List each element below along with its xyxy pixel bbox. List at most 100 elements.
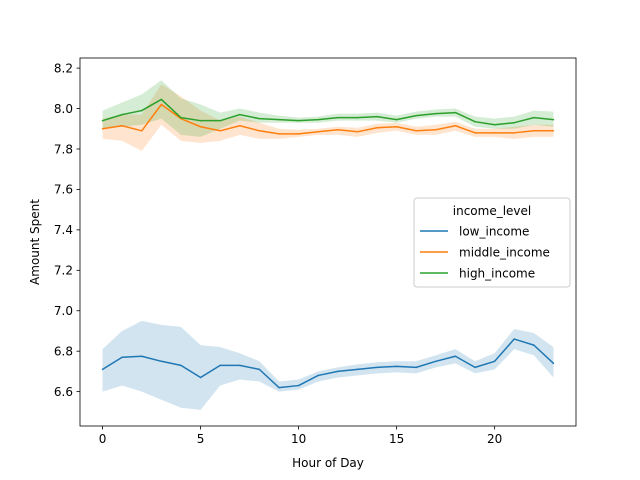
- y-tick-label: 7.0: [54, 304, 73, 318]
- data-point-middle-income: [415, 130, 417, 132]
- data-point-high-income: [141, 109, 143, 112]
- x-tick-label: 20: [487, 432, 502, 446]
- data-point-low-income: [141, 355, 143, 357]
- data-point-middle-income: [435, 129, 437, 131]
- data-point-high-income: [317, 118, 319, 121]
- data-point-high-income: [160, 98, 163, 101]
- y-tick-label: 8.2: [54, 61, 73, 75]
- y-tick-label: 7.4: [54, 223, 73, 237]
- data-point-low-income: [474, 366, 476, 369]
- data-point-low-income: [199, 376, 202, 379]
- data-point-high-income: [121, 113, 123, 116]
- data-point-low-income: [239, 364, 241, 367]
- data-point-low-income: [435, 360, 437, 363]
- legend: income_level low_income middle_incomehigh…: [413, 197, 571, 288]
- data-point-low-income: [513, 338, 515, 340]
- data-point-middle-income: [552, 130, 555, 132]
- series-line-low-income: [102, 338, 554, 389]
- data-point-middle-income: [454, 124, 457, 127]
- data-point-middle-income: [121, 124, 123, 127]
- x-axis-ticks: 0 5 10 15 20: [99, 426, 502, 446]
- data-point-middle-income: [199, 125, 202, 128]
- data-point-high-income: [474, 120, 476, 123]
- data-point-high-income: [199, 119, 202, 122]
- ci-band-high-income: [102, 80, 554, 137]
- x-tick-label: 0: [99, 432, 107, 446]
- series-line-middle-income: [102, 103, 554, 135]
- data-point-high-income: [337, 116, 339, 119]
- data-point-low-income: [376, 366, 378, 369]
- data-point-high-income: [435, 112, 437, 115]
- data-point-high-income: [239, 113, 241, 116]
- plot-area-frame: [79, 57, 577, 427]
- ci-band-middle-income: [102, 84, 554, 152]
- data-point-middle-income: [493, 132, 496, 134]
- data-point-low-income: [415, 366, 417, 369]
- data-point-high-income: [454, 111, 457, 114]
- data-point-low-income: [101, 368, 104, 371]
- data-point-middle-income: [101, 128, 104, 130]
- data-point-high-income: [533, 116, 535, 119]
- data-point-middle-income: [141, 130, 143, 132]
- data-point-middle-income: [376, 127, 378, 129]
- data-point-low-income: [317, 374, 319, 377]
- data-point-middle-income: [160, 103, 163, 106]
- data-point-low-income: [219, 364, 221, 367]
- data-point-low-income: [278, 386, 280, 389]
- data-point-high-income: [356, 116, 359, 119]
- data-point-low-income: [395, 365, 398, 368]
- y-axis-label: Amount Spent: [28, 199, 42, 285]
- data-point-low-income: [121, 356, 123, 359]
- legend-title: income_level: [453, 204, 532, 218]
- data-point-high-income: [219, 119, 221, 122]
- y-tick-label: 8.0: [54, 102, 73, 116]
- data-point-middle-income: [317, 131, 319, 133]
- data-point-high-income: [180, 116, 182, 119]
- y-tick-label: 6.8: [54, 344, 73, 358]
- data-point-low-income: [493, 360, 496, 363]
- data-point-high-income: [258, 117, 261, 120]
- x-tick-label: 10: [291, 432, 306, 446]
- data-point-low-income: [297, 384, 300, 387]
- data-point-high-income: [376, 115, 378, 118]
- x-tick-label: 15: [389, 432, 404, 446]
- y-tick-label: 6.6: [54, 385, 73, 399]
- y-axis-ticks: 6.6 6.8 7.0 7.2 7.4 7.6 7.8 8.0 8.2: [54, 61, 80, 399]
- data-point-high-income: [415, 114, 417, 117]
- data-point-low-income: [337, 370, 339, 373]
- data-point-low-income: [160, 360, 163, 363]
- data-point-middle-income: [219, 130, 221, 132]
- data-point-middle-income: [337, 129, 339, 131]
- legend-box: [413, 197, 571, 288]
- data-point-low-income: [552, 362, 555, 365]
- ci-band-low-income: [102, 320, 554, 410]
- data-point-low-income: [180, 364, 182, 367]
- data-point-middle-income: [474, 132, 476, 134]
- data-point-high-income: [493, 123, 496, 126]
- data-point-high-income: [297, 119, 300, 122]
- y-tick-label: 7.2: [54, 264, 73, 278]
- data-point-low-income: [533, 344, 535, 346]
- data-point-high-income: [513, 121, 515, 124]
- data-point-middle-income: [297, 133, 300, 135]
- data-point-middle-income: [356, 131, 359, 133]
- series-lines: [101, 98, 555, 389]
- data-point-low-income: [454, 355, 457, 357]
- data-point-middle-income: [395, 125, 398, 128]
- y-tick-label: 7.6: [54, 183, 73, 197]
- x-tick-label: 5: [197, 432, 205, 446]
- legend-label-low-income: low_income: [459, 224, 529, 238]
- y-tick-label: 7.8: [54, 142, 73, 156]
- legend-label-high-income: high_income: [459, 266, 535, 280]
- series-line-high-income: [102, 98, 554, 126]
- data-point-middle-income: [513, 132, 515, 134]
- data-point-middle-income: [258, 130, 261, 132]
- data-point-high-income: [552, 118, 555, 121]
- legend-label-middle-income: middle_income: [459, 245, 550, 259]
- data-point-low-income: [356, 368, 359, 371]
- data-point-middle-income: [533, 130, 535, 132]
- data-point-high-income: [395, 118, 398, 121]
- data-point-high-income: [278, 118, 280, 121]
- data-point-low-income: [258, 368, 261, 371]
- confidence-bands: [102, 80, 554, 410]
